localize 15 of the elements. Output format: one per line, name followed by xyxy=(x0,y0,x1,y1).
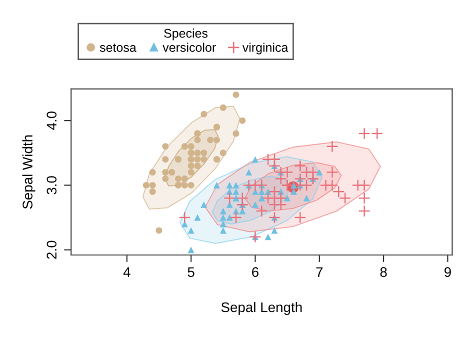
legend-label: setosa xyxy=(100,44,136,52)
legend-label: versicolor xyxy=(162,42,216,52)
x-tick-label: 8 xyxy=(380,267,387,278)
y-axis-title: Sepal Width xyxy=(22,135,36,209)
x-tick-label: 4 xyxy=(123,267,130,277)
x-tick-label: 5 xyxy=(188,267,194,278)
legend-title: Species xyxy=(164,28,208,40)
y-tick-label: 4.0 xyxy=(46,111,57,130)
y-tick-label: 3.0 xyxy=(46,176,57,194)
legend-label: virginica xyxy=(242,42,288,54)
x-tick-label: 7 xyxy=(316,267,323,277)
x-tick-label: 6 xyxy=(252,267,258,278)
x-tick-label: 9 xyxy=(444,267,451,278)
x-axis-title: Sepal Length xyxy=(221,302,302,315)
y-tick-label: 2.0 xyxy=(46,240,57,259)
